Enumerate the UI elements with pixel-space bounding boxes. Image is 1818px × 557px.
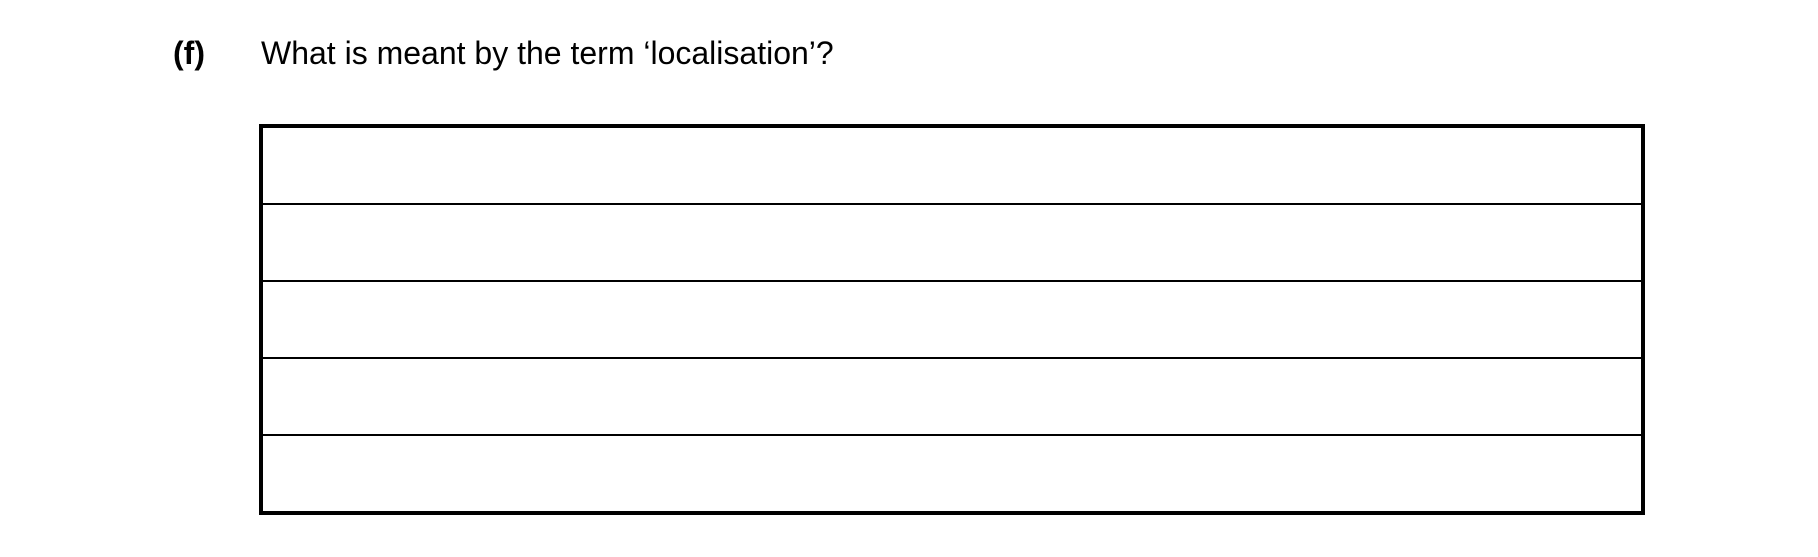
answer-line[interactable] <box>263 357 1641 434</box>
answer-line[interactable] <box>263 203 1641 280</box>
question-label: (f) <box>173 35 205 71</box>
answer-line[interactable] <box>263 128 1641 203</box>
question-text: What is meant by the term ‘localisation’… <box>261 35 834 71</box>
answer-line[interactable] <box>263 434 1641 511</box>
answer-line[interactable] <box>263 280 1641 357</box>
question-row: (f) What is meant by the term ‘localisat… <box>0 33 1818 75</box>
answer-box <box>259 124 1645 515</box>
